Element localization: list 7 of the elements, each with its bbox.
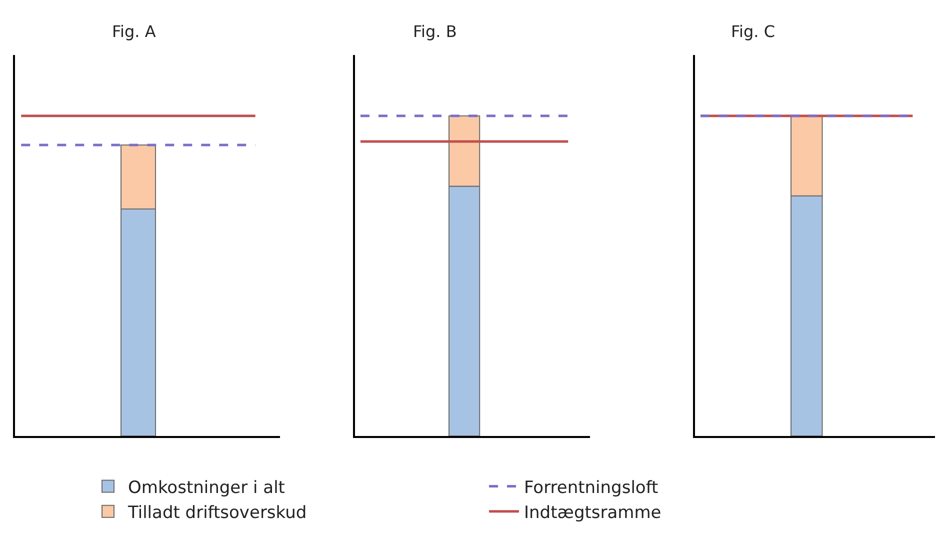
legend-label: Indtægtsramme xyxy=(524,503,662,523)
chart-title: Fig. C xyxy=(731,22,775,41)
chart-title: Fig. B xyxy=(413,22,457,41)
chart-title: Fig. A xyxy=(112,22,156,41)
legend-label: Omkostninger i alt xyxy=(128,478,286,498)
legend-label: Forrentningsloft xyxy=(524,478,659,498)
legend-label: Tilladt driftsoverskud xyxy=(127,503,307,523)
